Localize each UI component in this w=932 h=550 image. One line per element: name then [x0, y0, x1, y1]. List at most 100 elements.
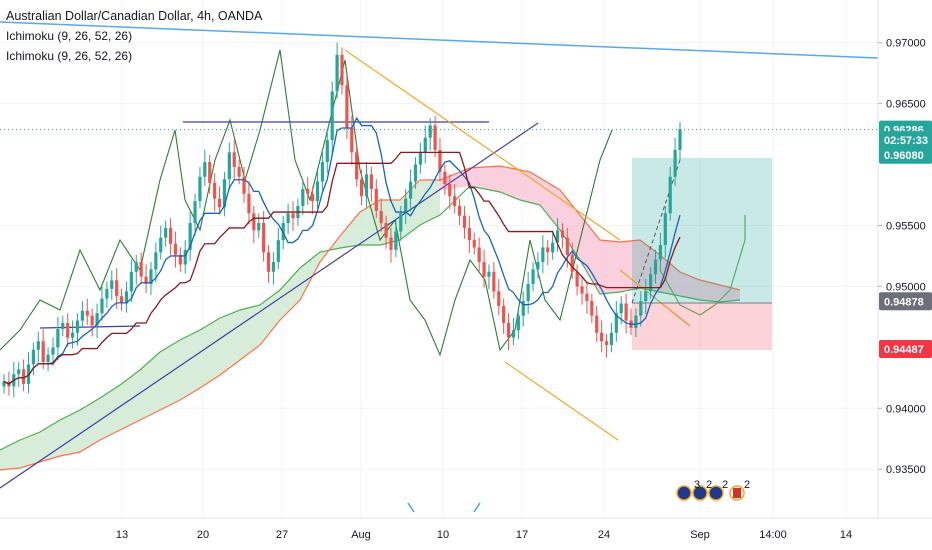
- price-tag-box: [879, 145, 932, 164]
- candle-body: [472, 240, 476, 248]
- event-marker-icon: [407, 502, 481, 513]
- candle-body: [551, 242, 555, 253]
- candle-body: [134, 262, 138, 272]
- candle-body: [266, 252, 271, 272]
- candle-body: [384, 223, 388, 238]
- ichimoku-cloud-red: [440, 166, 740, 302]
- candle-body: [619, 303, 623, 314]
- candle-body: [237, 166, 241, 177]
- candle-body: [325, 140, 329, 163]
- candle-body: [306, 188, 310, 194]
- candle-body: [208, 162, 212, 183]
- price-tag-box: [879, 131, 932, 150]
- horizontal-support: [39, 325, 141, 329]
- candle-body: [408, 181, 413, 199]
- event-au-flag-icon[interactable]: [692, 485, 708, 501]
- chikou-span-future: [659, 215, 746, 316]
- candle-body: [462, 215, 467, 228]
- candle-body: [168, 227, 173, 244]
- position-profit-zone[interactable]: [632, 158, 772, 303]
- candle-body: [453, 196, 457, 206]
- y-tick-label: 0.94000: [886, 403, 926, 415]
- candle-body: [46, 354, 50, 362]
- event-au-flag-icon[interactable]: [676, 485, 692, 501]
- chart-legend: Australian Dollar/Canadian Dollar, 4h, O…: [6, 6, 262, 66]
- candle-body: [614, 313, 618, 333]
- y-tick-label: 0.97000: [886, 38, 926, 50]
- candle-body: [590, 301, 594, 316]
- indicator-label[interactable]: Ichimoku (9, 26, 52, 26): [6, 49, 133, 63]
- x-tick-label: 14:00: [759, 529, 787, 541]
- candle-body: [119, 296, 124, 304]
- senkou-span-a: [0, 185, 741, 451]
- candle-body: [653, 259, 658, 275]
- candle-body: [673, 149, 677, 177]
- candle-body: [369, 174, 373, 189]
- candle-body: [600, 332, 604, 342]
- x-tick-label: 27: [276, 529, 288, 541]
- candle-body: [497, 291, 501, 306]
- x-tick-label: 20: [197, 529, 209, 541]
- candle-body: [56, 329, 60, 348]
- candle-body: [262, 223, 266, 253]
- candle-body: [26, 364, 31, 384]
- candlestick-series: [2, 42, 682, 398]
- candle-body: [159, 237, 163, 253]
- candle-body: [634, 315, 638, 328]
- candle-body: [247, 193, 251, 214]
- candle-body: [203, 162, 207, 177]
- candle-body: [41, 341, 45, 362]
- candle-body: [257, 223, 261, 231]
- candle-body: [154, 252, 158, 270]
- x-tick-label: Aug: [351, 529, 371, 541]
- price-tag-label: 0.94878: [884, 296, 924, 308]
- candle-body: [433, 125, 437, 150]
- candle-body: [521, 301, 525, 316]
- candle-body: [394, 231, 398, 250]
- economic-events[interactable]: 3 2 2 2: [676, 479, 750, 501]
- candle-body: [457, 205, 462, 216]
- x-tick-label: 13: [116, 529, 128, 541]
- y-tick-label: 0.93500: [886, 464, 926, 476]
- position-loss-zone[interactable]: [632, 303, 772, 350]
- candle-body: [423, 137, 427, 153]
- candle-body: [585, 293, 589, 302]
- candle-body: [149, 269, 153, 284]
- candle-body: [678, 129, 682, 150]
- event-count: 2: [706, 479, 712, 491]
- candle-body: [575, 271, 579, 287]
- candle-body: [193, 201, 197, 224]
- candle-body: [271, 262, 276, 272]
- price-axis[interactable]: 0.97000 0.96500 0.95500 0.95000 0.94000 0.935…: [878, 38, 926, 477]
- candle-body: [144, 276, 148, 284]
- candle-body: [448, 184, 452, 197]
- candle-body: [330, 91, 334, 141]
- candle-body: [85, 310, 89, 316]
- long-term-trendline: [0, 21, 879, 59]
- candle-body: [399, 213, 403, 232]
- event-count: 3: [694, 479, 700, 491]
- event-au-flag-icon[interactable]: [708, 485, 724, 501]
- candle-body: [51, 347, 55, 355]
- descending-channel-upper: [344, 49, 621, 241]
- indicator-label[interactable]: Ichimoku (9, 26, 52, 26): [6, 29, 133, 43]
- kijun-sen-line: [3, 151, 681, 385]
- time-axis[interactable]: 13 20 27 Aug 10 17 24 Sep 14:00 14: [116, 529, 852, 541]
- candle-body: [291, 213, 295, 219]
- candle-body: [124, 291, 129, 304]
- candle-body: [198, 176, 202, 202]
- candle-body: [443, 171, 447, 185]
- candle-body: [75, 320, 80, 333]
- candle-body: [2, 381, 6, 387]
- candle-body: [213, 182, 217, 199]
- descending-channel-lower: [504, 361, 619, 441]
- candle-body: [404, 198, 408, 214]
- candle-body: [570, 254, 574, 272]
- candle-body: [311, 193, 315, 202]
- candle-body: [663, 213, 667, 245]
- candle-body: [536, 262, 540, 270]
- price-tag-label: 0.96080: [884, 150, 924, 162]
- symbol-title[interactable]: Australian Dollar/Canadian Dollar, 4h, O…: [6, 9, 263, 23]
- candle-body: [555, 230, 560, 243]
